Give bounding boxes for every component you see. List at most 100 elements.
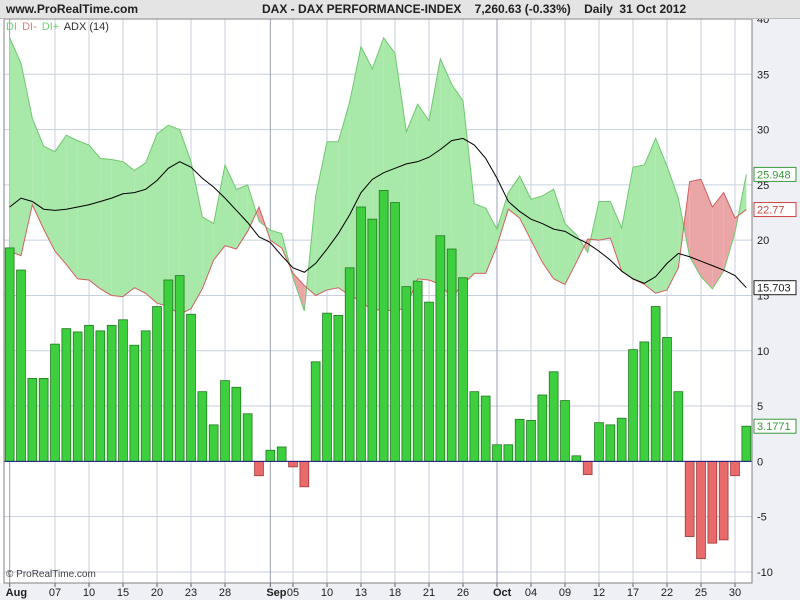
di-bar-positive bbox=[424, 301, 434, 462]
di-plus-area bbox=[451, 84, 463, 298]
di-plus-area bbox=[111, 159, 123, 297]
di-plus-area bbox=[463, 100, 475, 285]
x-tick-label: Aug bbox=[6, 587, 27, 599]
di-last-value: 3.1771 bbox=[757, 421, 791, 433]
di-bar-positive bbox=[390, 202, 400, 462]
x-tick-label: 15 bbox=[117, 587, 129, 599]
di-plus-area bbox=[134, 162, 146, 294]
x-tick-label: 26 bbox=[457, 587, 469, 599]
y-axis-panel bbox=[752, 19, 800, 583]
di-plus-area bbox=[519, 176, 531, 241]
di-plus-area bbox=[168, 125, 180, 315]
di-plus-area bbox=[327, 141, 339, 290]
di-bar-positive bbox=[741, 425, 752, 462]
chart-title: DAX - DAX PERFORMANCE-INDEX 7,260.63 (-0… bbox=[262, 2, 687, 16]
di-plus-last-value: 25.948 bbox=[757, 169, 791, 181]
copyright-text: © ProRealTime.com bbox=[6, 569, 96, 580]
di-bar-positive bbox=[310, 361, 321, 462]
di-bar-positive bbox=[276, 446, 287, 462]
di-plus-area bbox=[21, 63, 33, 256]
di-plus-area bbox=[678, 198, 684, 268]
di-bar-positive bbox=[118, 319, 128, 462]
di-plus-area bbox=[32, 118, 44, 230]
di-plus-area bbox=[225, 164, 237, 250]
adx-line bbox=[9, 137, 747, 289]
y-tick-label: 0 bbox=[757, 456, 763, 468]
title-bar: www.ProRealTime.com DAX - DAX PERFORMANC… bbox=[0, 0, 800, 19]
di-plus-area bbox=[497, 192, 509, 246]
x-axis-panel bbox=[0, 583, 800, 600]
di-plus-area bbox=[633, 164, 645, 285]
di-bar-positive bbox=[152, 306, 162, 462]
di-bar-negative bbox=[254, 460, 264, 477]
di-bar-negative bbox=[730, 460, 740, 477]
legend-item-adx: ADX (14) bbox=[63, 21, 109, 33]
di-bar-positive bbox=[356, 206, 366, 462]
di-plus-area bbox=[43, 146, 55, 252]
x-tick-label: 22 bbox=[661, 587, 673, 599]
di-bar-positive bbox=[492, 444, 502, 462]
di-plus-area bbox=[202, 216, 214, 289]
di-plus-area bbox=[9, 37, 21, 256]
di-bar-positive bbox=[594, 422, 604, 462]
di-plus-area bbox=[100, 158, 112, 296]
di-bar-negative bbox=[707, 460, 718, 544]
di-bar-positive bbox=[174, 275, 185, 462]
di-bar-positive bbox=[458, 277, 468, 462]
di-plus-area bbox=[213, 164, 225, 261]
di-bar-positive bbox=[50, 343, 60, 462]
di-bar-positive bbox=[333, 314, 344, 462]
plot-border bbox=[3, 18, 753, 584]
di-bar-positive bbox=[412, 280, 423, 462]
di-bar-positive bbox=[197, 391, 208, 462]
di-plus-area bbox=[655, 138, 667, 294]
di-bar-positive bbox=[140, 330, 151, 462]
legend-item-di-minus: DI- bbox=[22, 21, 37, 33]
di-bar-positive bbox=[435, 235, 446, 462]
di-bar-positive bbox=[61, 328, 72, 462]
y-tick-label: 30 bbox=[757, 125, 769, 137]
di-bar-positive bbox=[265, 449, 276, 462]
di-plus-area bbox=[576, 234, 584, 263]
x-tick-label: 10 bbox=[83, 587, 95, 599]
di-bar-positive bbox=[514, 418, 525, 462]
di-plus-area bbox=[644, 138, 656, 294]
y-tick-label: 10 bbox=[757, 346, 769, 358]
di-plus-area bbox=[406, 104, 418, 307]
x-tick-label: 12 bbox=[593, 587, 605, 599]
di-plus-area bbox=[55, 135, 67, 265]
di-plus-last-value-box bbox=[753, 166, 797, 182]
y-tick-label: 25 bbox=[757, 180, 769, 192]
di-bar-positive bbox=[469, 391, 480, 462]
di-plus-area bbox=[610, 201, 622, 272]
adx-last-value-box bbox=[753, 280, 797, 296]
di-plus-area bbox=[145, 134, 157, 304]
di-bar-positive bbox=[84, 324, 94, 462]
di-bar-positive bbox=[186, 313, 196, 462]
di-minus-area bbox=[701, 179, 713, 289]
di-minus-last-value-box bbox=[753, 202, 797, 218]
y-tick-label: 5 bbox=[757, 401, 763, 413]
di-bar-positive bbox=[526, 420, 536, 462]
di-plus-area bbox=[508, 176, 520, 219]
di-plus-area bbox=[247, 184, 257, 232]
y-tick-label: 35 bbox=[757, 69, 769, 81]
x-tick-label: 20 bbox=[151, 587, 163, 599]
di-bar-positive bbox=[129, 344, 140, 462]
legend-item-di: DI bbox=[6, 21, 17, 33]
di-bar-positive bbox=[639, 341, 650, 462]
di-plus-line bbox=[9, 36, 747, 312]
di-bar-positive bbox=[344, 267, 355, 462]
x-tick-label: Oct bbox=[493, 587, 512, 599]
di-bar-positive bbox=[38, 378, 49, 462]
legend: DI DI- DI+ ADX (14) bbox=[6, 21, 111, 33]
di-plus-area bbox=[66, 135, 78, 279]
x-tick-label: 23 bbox=[185, 587, 197, 599]
di-bar-positive bbox=[537, 394, 548, 462]
x-tick-label: 17 bbox=[627, 587, 639, 599]
di-bar-positive bbox=[163, 279, 174, 462]
di-plus-area bbox=[338, 101, 350, 296]
di-bar-positive bbox=[628, 349, 638, 462]
di-plus-area bbox=[157, 125, 169, 307]
